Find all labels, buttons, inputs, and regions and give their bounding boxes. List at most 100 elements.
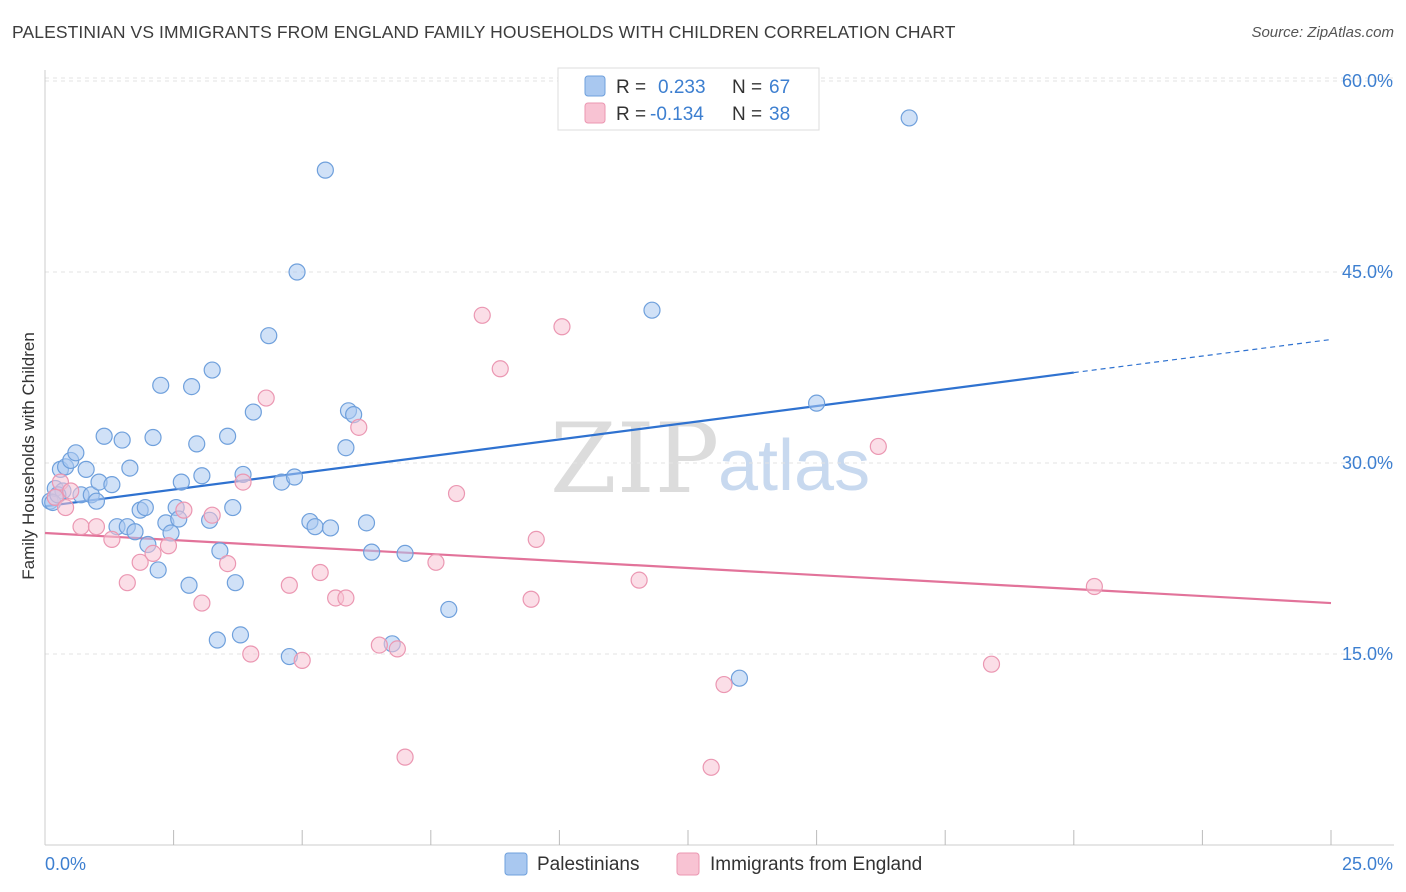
- legend-n-label-2: N =: [732, 104, 762, 125]
- point-england-13: [203, 506, 221, 524]
- point-palestinians-59: [396, 544, 414, 563]
- point-england-16: [242, 645, 260, 663]
- point-england-25: [388, 640, 406, 658]
- legend-r-label-2: R =: [616, 104, 646, 125]
- point-england-36: [715, 675, 733, 694]
- point-england-7: [118, 574, 136, 592]
- point-england-39: [1085, 577, 1103, 596]
- point-palestinians-8: [77, 460, 95, 478]
- chart-title: PALESTINIAN VS IMMIGRANTS FROM ENGLAND F…: [12, 22, 956, 42]
- point-england-23: [350, 418, 368, 436]
- point-england-27: [427, 553, 445, 571]
- point-england-11: [175, 501, 193, 519]
- y-tick-label-60: 60.0%: [1342, 71, 1393, 91]
- point-england-24: [370, 636, 388, 654]
- point-england-15: [234, 473, 252, 491]
- series-legend: Palestinians Immigrants from England: [504, 852, 922, 876]
- point-england-4: [72, 518, 90, 536]
- point-palestinians-40: [226, 574, 244, 592]
- point-palestinians-53: [337, 439, 355, 457]
- point-palestinians-44: [260, 327, 278, 345]
- point-palestinians-10: [87, 492, 106, 510]
- point-palestinians-41: [231, 626, 250, 644]
- legend-r-value-1: 0.233: [658, 77, 706, 98]
- point-england-3: [62, 482, 80, 500]
- trend-lines: [44, 338, 1332, 605]
- point-palestinians-39: [224, 498, 242, 517]
- trend-line-palestinians-extension: [1073, 338, 1332, 374]
- point-england-31: [522, 590, 540, 608]
- england-points: [46, 306, 1103, 776]
- point-england-34: [630, 571, 648, 589]
- point-palestinians-13: [103, 476, 121, 494]
- point-palestinians-47: [285, 468, 304, 486]
- point-england-2: [56, 498, 75, 517]
- point-england-10: [159, 537, 178, 555]
- point-palestinians-32: [188, 435, 206, 453]
- point-england-0: [46, 488, 64, 506]
- point-palestinians-62: [730, 669, 749, 687]
- chart-source: Source: ZipAtlas.com: [1251, 24, 1394, 41]
- point-palestinians-17: [121, 459, 139, 477]
- point-palestinians-64: [900, 109, 918, 127]
- gridlines: [45, 77, 1394, 655]
- x-axis-ticks: [173, 830, 1332, 845]
- point-palestinians-48: [288, 263, 306, 281]
- series-label-england: Immigrants from England: [710, 854, 922, 875]
- point-england-32: [527, 530, 545, 549]
- series-swatch-england: [676, 852, 700, 876]
- point-palestinians-22: [144, 428, 162, 447]
- point-england-26: [396, 748, 414, 766]
- point-england-17: [257, 389, 275, 407]
- y-axis-tick-labels: 15.0% 30.0% 45.0% 60.0%: [1342, 71, 1393, 664]
- point-palestinians-51: [316, 161, 334, 179]
- legend-swatch-england: [584, 102, 606, 124]
- point-palestinians-61: [643, 301, 661, 319]
- y-tick-label-45: 45.0%: [1342, 262, 1393, 282]
- point-palestinians-24: [152, 376, 170, 394]
- legend-swatch-palestinians: [584, 75, 606, 97]
- point-palestinians-30: [180, 576, 198, 594]
- point-palestinians-33: [193, 467, 211, 485]
- series-swatch-palestinians: [504, 852, 528, 876]
- point-england-28: [447, 484, 466, 503]
- point-england-19: [293, 651, 311, 669]
- watermark-atlas: atlas: [718, 426, 870, 506]
- point-england-29: [473, 306, 491, 324]
- point-palestinians-12: [95, 427, 113, 445]
- point-england-6: [103, 530, 121, 549]
- y-tick-label-30: 30.0%: [1342, 453, 1393, 473]
- point-palestinians-60: [440, 600, 458, 619]
- point-england-35: [702, 758, 720, 776]
- point-palestinians-23: [149, 561, 167, 579]
- point-england-5: [87, 518, 106, 536]
- point-england-38: [982, 655, 1001, 673]
- point-england-30: [491, 360, 509, 378]
- point-palestinians-38: [219, 427, 237, 445]
- point-palestinians-15: [113, 431, 131, 449]
- point-england-9: [144, 544, 162, 563]
- y-tick-label-15: 15.0%: [1342, 644, 1393, 664]
- point-england-22: [337, 589, 355, 607]
- point-palestinians-43: [244, 403, 262, 421]
- point-england-37: [869, 437, 887, 456]
- point-palestinians-37: [208, 631, 226, 649]
- point-palestinians-52: [321, 519, 340, 537]
- point-palestinians-57: [363, 543, 381, 561]
- legend-n-label-1: N =: [732, 77, 762, 98]
- legend-n-value-1: 67: [769, 77, 790, 98]
- point-palestinians-31: [183, 378, 201, 396]
- point-england-18: [280, 576, 298, 594]
- x-tick-label-min: 0.0%: [45, 854, 86, 874]
- legend-r-label-1: R =: [616, 77, 646, 98]
- point-palestinians-20: [136, 498, 154, 517]
- point-england-8: [131, 553, 149, 571]
- series-label-palestinians: Palestinians: [537, 854, 639, 875]
- point-england-14: [219, 554, 237, 573]
- point-england-20: [311, 563, 329, 582]
- point-england-33: [553, 318, 571, 336]
- correlation-legend: R = 0.233 N = 67 R = -0.134 N = 38: [557, 67, 820, 131]
- point-england-12: [193, 594, 211, 612]
- point-palestinians-29: [172, 473, 190, 491]
